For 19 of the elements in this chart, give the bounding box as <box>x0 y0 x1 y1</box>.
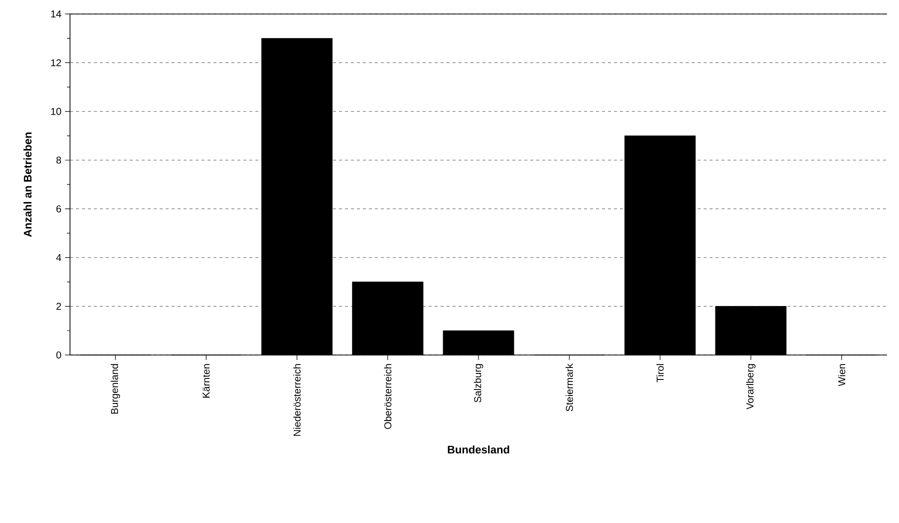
x-tick-label: Vorarlberg <box>746 364 756 410</box>
y-axis-title: Anzahl an Betrieben <box>24 132 32 237</box>
x-tick-label: Wien <box>838 364 846 386</box>
y-tick-label: 6 <box>56 205 62 212</box>
y-tick-label: 4 <box>56 254 62 261</box>
x-tick-label: Niederösterreich <box>293 364 301 436</box>
x-tick-label: Oberösterreich <box>384 364 392 429</box>
x-axis-title: Bundesland <box>448 445 510 454</box>
x-tick-label: Salzburg <box>474 364 484 402</box>
y-tick-label: 10 <box>51 108 62 115</box>
y-tick-label: 0 <box>56 351 62 359</box>
y-tick-label: 12 <box>51 59 61 66</box>
x-tick-label: Kärnten <box>202 364 210 398</box>
y-tick-label: 2 <box>56 302 61 310</box>
x-tick-label: Burgenland <box>110 364 120 414</box>
x-tick-label: Steiermark <box>566 363 573 412</box>
y-tick-label: 14 <box>51 10 62 18</box>
x-tick-label: Tirol <box>656 364 664 382</box>
y-tick-label: 8 <box>56 156 62 164</box>
